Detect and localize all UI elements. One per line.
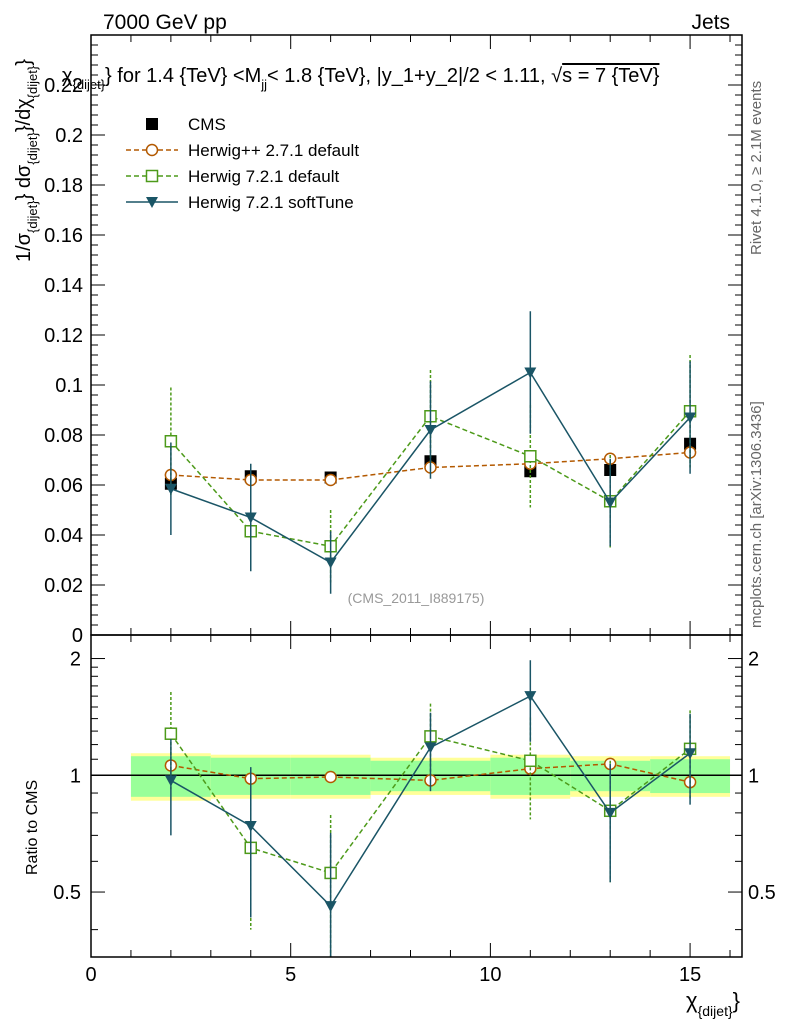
herwig-7-2-1-softtune-ratio-point xyxy=(684,748,697,760)
herwig-2-7-1-default-point xyxy=(324,473,337,487)
x-tick-label: 5 xyxy=(285,964,296,986)
herwig-7-2-1-default-ratio-point xyxy=(524,754,537,768)
process-label: Jets xyxy=(691,11,730,34)
legend-label: Herwig 7.2.1 default xyxy=(188,167,339,186)
herwig-7-2-1-softtune-ratio-point xyxy=(164,775,177,787)
x-tick-label: 10 xyxy=(479,964,501,986)
herwig-7-2-1-softtune-point xyxy=(524,367,537,379)
legend-label: CMS xyxy=(188,115,226,134)
ratio-axis-label: Ratio to CMS xyxy=(24,780,41,875)
energy-label: 7000 GeV pp xyxy=(103,11,227,34)
mcplots-label: mcplots.cern.ch [arXiv:1306.3436] xyxy=(748,401,765,628)
y-tick-label: 0.14 xyxy=(44,275,83,297)
y-tick-label: 0.12 xyxy=(44,325,83,347)
herwig-7-2-1-softtune-point xyxy=(424,425,437,436)
legend-marker xyxy=(146,197,158,208)
herwig-2-7-1-default-ratio-point xyxy=(324,770,337,784)
analysis-watermark: (CMS_2011_I889175) xyxy=(348,590,485,606)
legend-marker xyxy=(145,143,159,157)
main-panel: 0 0.02 0.04 0.06 0.08 0.1 0.12 0.14 0.16 0.18 0.2 0… xyxy=(44,35,742,957)
ratio-panel-frame xyxy=(90,634,743,958)
ratio-tick-label-right: 1 xyxy=(748,765,759,787)
legend: CMS Herwig++ 2.7.1 default Herwig 7.2.1 de… xyxy=(126,115,359,212)
ratio-panel: 0 5 10 15 0.5 0.5 1 1 2 2 xyxy=(53,649,776,986)
herwig-7-2-1-softtune-ratio-point xyxy=(524,691,537,703)
y-tick-label: 0.06 xyxy=(44,475,83,497)
herwig-7-2-1-softtune-point xyxy=(324,557,337,569)
herwig-7-2-1-softtune-ratio-point xyxy=(244,821,257,833)
x-tick-label: 0 xyxy=(85,964,96,986)
chart-title: χ{dijet}} for 1.4 {TeV} <Mjj< 1.8 {TeV},… xyxy=(62,65,660,92)
y-tick-label: 0 xyxy=(72,625,83,647)
herwig-7-2-1-softtune-point xyxy=(244,512,257,524)
y-tick-label: 0.22 xyxy=(44,75,83,97)
y-tick-label: 0.08 xyxy=(44,425,83,447)
ratio-tick-label-right: 0.5 xyxy=(748,882,776,904)
y-axis-label: 1/σ{dijet}} dσ{dijet}}/dχ{dijet}} xyxy=(13,59,40,262)
herwig-7-2-1-default-point xyxy=(524,450,537,463)
y-tick-label: 0.2 xyxy=(55,125,83,147)
ratio-tick-label-left: 0.5 xyxy=(53,882,81,904)
y-tick-label: 0.1 xyxy=(55,375,83,397)
legend-label: Herwig 7.2.1 softTune xyxy=(188,193,354,212)
y-tick-label: 0.04 xyxy=(44,525,83,547)
herwig-7-2-1-softtune-point xyxy=(604,497,617,509)
legend-label: Herwig++ 2.7.1 default xyxy=(188,141,359,160)
herwig-7-2-1-softtune-ratio-point xyxy=(424,742,437,754)
herwig-7-2-1-softtune-point xyxy=(684,412,697,424)
herwig-7-2-1-softtune-ratio-point xyxy=(324,901,337,913)
herwig-7-2-1-softtune-point xyxy=(164,483,177,495)
y-tick-label: 0.02 xyxy=(44,575,83,597)
rivet-label: Rivet 4.1.0, ≥ 2.1M events xyxy=(748,81,765,255)
y-tick-label: 0.16 xyxy=(44,225,83,247)
legend-marker xyxy=(145,169,159,183)
ratio-tick-label-left: 1 xyxy=(70,765,81,787)
y-tick-label: 0.18 xyxy=(44,175,83,197)
herwig-7-2-1-softtune-ratio-point xyxy=(604,807,617,819)
legend-marker xyxy=(146,118,158,130)
ratio-tick-label-left: 2 xyxy=(70,649,81,671)
herwig-7-2-1-default-ratio-point xyxy=(164,727,178,740)
x-axis-label: χ{dijet}} xyxy=(686,988,740,1019)
x-tick-label: 15 xyxy=(679,964,701,986)
ratio-tick-label-right: 2 xyxy=(748,649,759,671)
